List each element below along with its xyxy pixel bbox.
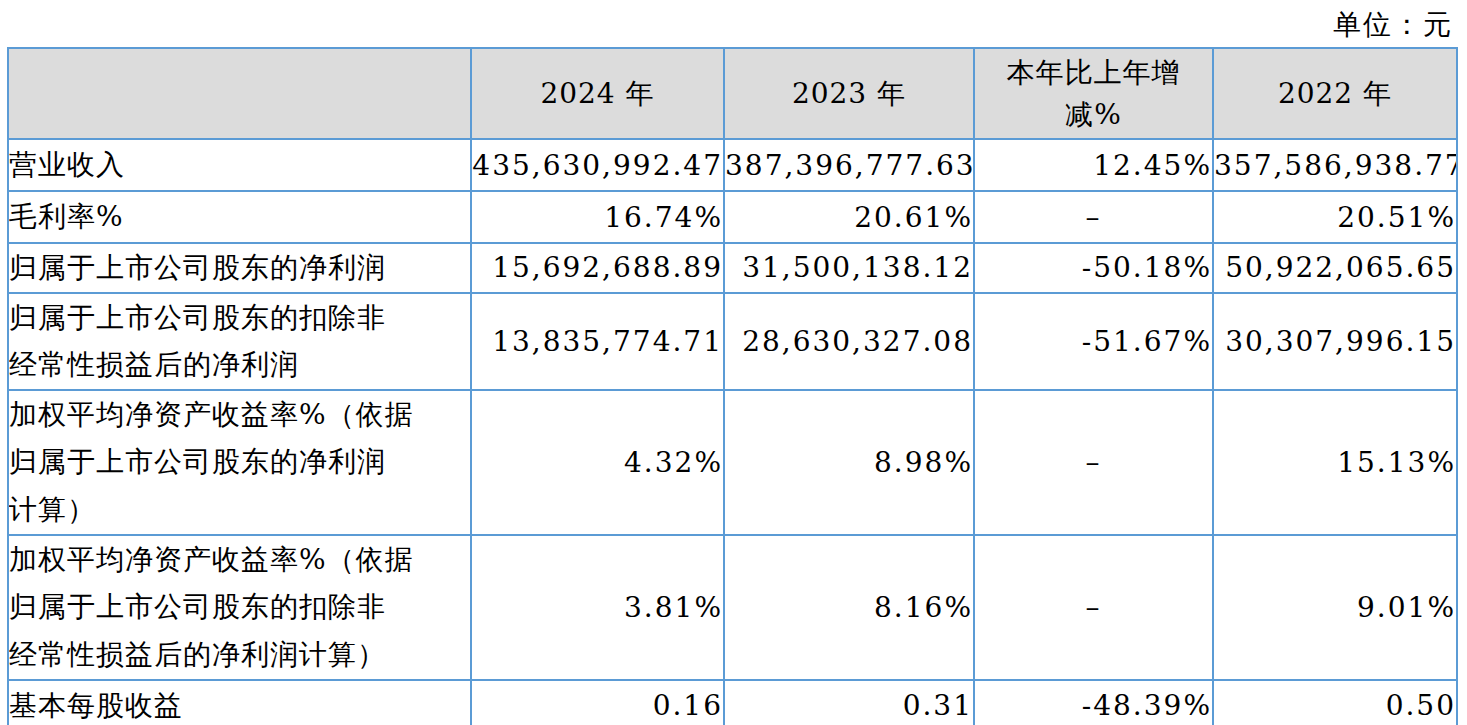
row-label-cell: 加权平均净资产收益率%（依据 归属于上市公司股东的扣除非 经常性损益后的净利润计…	[8, 535, 471, 680]
table-cell: 13,835,774.71	[471, 293, 724, 390]
row-label-cell: 营业收入	[8, 139, 471, 191]
table-cell: 0.16	[471, 680, 724, 725]
table-cell: 15.13%	[1213, 390, 1457, 535]
table-cell: 8.16%	[724, 535, 974, 680]
header-cell-indicator	[8, 48, 471, 139]
table-cell: 50,922,065.65	[1213, 243, 1457, 293]
table-cell: 16.74%	[471, 191, 724, 243]
table-row-revenue: 营业收入 435,630,992.47 387,396,777.63 12.45…	[8, 139, 1457, 191]
table-row-gross-margin: 毛利率% 16.74% 20.61% – 20.51%	[8, 191, 1457, 243]
table-row-weighted-roe-excl-nonrecurring: 加权平均净资产收益率%（依据 归属于上市公司股东的扣除非 经常性损益后的净利润计…	[8, 535, 1457, 680]
table-cell: 387,396,777.63	[724, 139, 974, 191]
unit-label: 单位：元	[1333, 6, 1453, 44]
table-row-net-profit: 归属于上市公司股东的净利润 15,692,688.89 31,500,138.1…	[8, 243, 1457, 293]
table-row-basic-eps: 基本每股收益 0.16 0.31 -48.39% 0.50	[8, 680, 1457, 725]
table-cell: 9.01%	[1213, 535, 1457, 680]
table-cell: 435,630,992.47	[471, 139, 724, 191]
table-cell: 12.45%	[974, 139, 1213, 191]
table-cell: 357,586,938.77	[1213, 139, 1457, 191]
table-row-net-profit-excl-nonrecurring: 归属于上市公司股东的扣除非 经常性损益后的净利润 13,835,774.71 2…	[8, 293, 1457, 390]
table-cell: 4.32%	[471, 390, 724, 535]
header-row: 2024 年 2023 年 本年比上年增 减% 2022 年	[8, 48, 1457, 139]
header-cell-yoy-change: 本年比上年增 减%	[974, 48, 1213, 139]
row-label-cell: 归属于上市公司股东的扣除非 经常性损益后的净利润	[8, 293, 471, 390]
table-cell: 15,692,688.89	[471, 243, 724, 293]
table-cell: –	[974, 390, 1213, 535]
table-cell: 3.81%	[471, 535, 724, 680]
header-cell-2023: 2023 年	[724, 48, 974, 139]
table-cell: 28,630,327.08	[724, 293, 974, 390]
table-cell: 0.50	[1213, 680, 1457, 725]
row-label-cell: 毛利率%	[8, 191, 471, 243]
row-label-cell: 基本每股收益	[8, 680, 471, 725]
table-cell: 30,307,996.15	[1213, 293, 1457, 390]
table-cell: –	[974, 535, 1213, 680]
table-cell: –	[974, 191, 1213, 243]
header-cell-2022: 2022 年	[1213, 48, 1457, 139]
financial-summary-table: 2024 年 2023 年 本年比上年增 减% 2022 年 营业收入 435,…	[7, 47, 1458, 725]
table-cell: 31,500,138.12	[724, 243, 974, 293]
table-cell: -48.39%	[974, 680, 1213, 725]
table-row-weighted-roe: 加权平均净资产收益率%（依据 归属于上市公司股东的净利润 计算） 4.32% 8…	[8, 390, 1457, 535]
row-label-cell: 归属于上市公司股东的净利润	[8, 243, 471, 293]
table-cell: 20.51%	[1213, 191, 1457, 243]
table-cell: 20.61%	[724, 191, 974, 243]
table-cell: -51.67%	[974, 293, 1213, 390]
table-cell: 0.31	[724, 680, 974, 725]
header-cell-2024: 2024 年	[471, 48, 724, 139]
table-cell: -50.18%	[974, 243, 1213, 293]
table-cell: 8.98%	[724, 390, 974, 535]
row-label-cell: 加权平均净资产收益率%（依据 归属于上市公司股东的净利润 计算）	[8, 390, 471, 535]
